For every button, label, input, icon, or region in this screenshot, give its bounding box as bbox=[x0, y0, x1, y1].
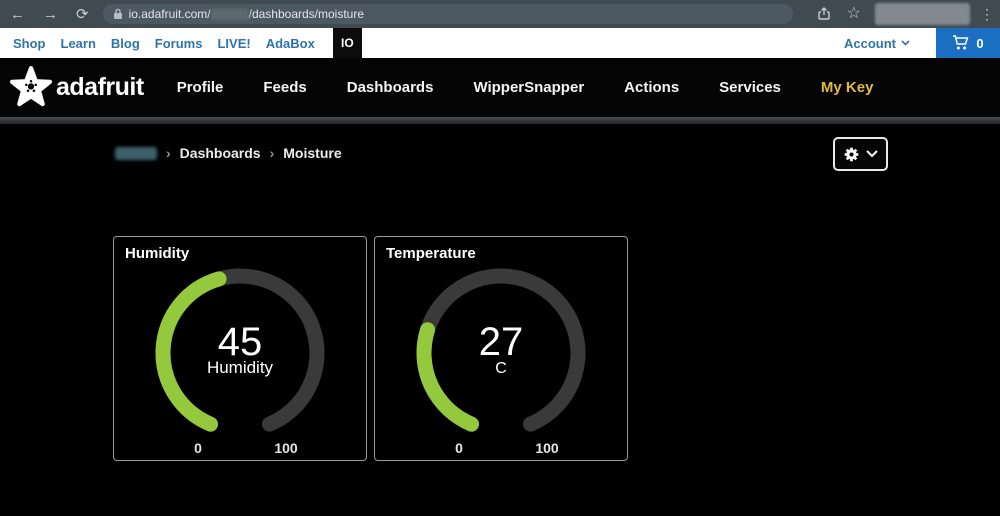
share-icon[interactable] bbox=[817, 6, 833, 22]
cart-count: 0 bbox=[976, 35, 984, 51]
address-bar[interactable]: io.adafruit.com//dashboards/moisture bbox=[102, 4, 793, 24]
breadcrumb: › Dashboards › Moisture bbox=[115, 145, 342, 161]
toolbar-right: ☆ ⋮ bbox=[817, 3, 994, 25]
shop-bar-right: Account 0 bbox=[844, 28, 1000, 58]
adafruit-logo[interactable]: adafruit bbox=[8, 65, 144, 111]
url-text: io.adafruit.com//dashboards/moisture bbox=[128, 7, 365, 21]
breadcrumb-separator: › bbox=[166, 145, 171, 161]
gauge-max-label: 100 bbox=[274, 440, 298, 456]
cart-button[interactable]: 0 bbox=[936, 28, 1000, 58]
shop-link-shop[interactable]: Shop bbox=[13, 35, 46, 51]
gauge-value-arc bbox=[416, 322, 480, 432]
temperature-gauge: 27 C 0 100 bbox=[416, 268, 586, 456]
shop-link-learn[interactable]: Learn bbox=[60, 35, 96, 51]
nav-item-wippersnapper[interactable]: WipperSnapper bbox=[473, 79, 585, 96]
adafruit-star-icon bbox=[9, 65, 53, 106]
browser-toolbar: ← → ⟳ io.adafruit.com//dashboards/moistu… bbox=[0, 0, 1000, 28]
dashboard-topbar: › Dashboards › Moisture bbox=[0, 124, 1000, 171]
gauge-min-label: 0 bbox=[455, 440, 463, 456]
browser-menu-icon[interactable]: ⋮ bbox=[980, 5, 994, 22]
breadcrumb-dashboards[interactable]: Dashboards bbox=[179, 145, 261, 161]
dashboard-content: › Dashboards › Moisture Hum bbox=[0, 124, 1000, 516]
shop-link-blog[interactable]: Blog bbox=[110, 35, 140, 51]
breadcrumb-separator: › bbox=[269, 145, 275, 161]
breadcrumb-moisture[interactable]: Moisture bbox=[283, 145, 342, 161]
gauge-min-label: 0 bbox=[194, 440, 202, 456]
gauge-value-text: 45 bbox=[218, 320, 263, 364]
chevron-down-icon bbox=[901, 40, 910, 46]
shop-link-live[interactable]: LIVE! bbox=[217, 35, 251, 51]
gauge-cards-row: Humidity 45 Humidity 0 100 Temperature 2… bbox=[113, 236, 1000, 461]
bookmark-star-icon[interactable]: ☆ bbox=[846, 5, 861, 22]
brand-name: adafruit bbox=[56, 73, 144, 101]
gauge-center-label: C bbox=[495, 360, 507, 377]
temperature-gauge-card[interactable]: Temperature 27 C 0 100 bbox=[374, 236, 628, 461]
nav-shadow-divider bbox=[0, 117, 1000, 124]
refresh-icon[interactable]: ⟳ bbox=[76, 5, 89, 23]
shop-bar: Shop Learn Blog Forums LIVE! AdaBox IO A… bbox=[0, 28, 1000, 58]
cart-icon bbox=[953, 35, 969, 50]
gauge-max-label: 100 bbox=[535, 440, 559, 456]
dashboard-settings-button[interactable] bbox=[833, 137, 888, 171]
chevron-down-icon bbox=[866, 150, 878, 158]
gear-icon bbox=[844, 147, 859, 161]
gauge-value-arc bbox=[155, 271, 227, 432]
account-dropdown[interactable]: Account bbox=[844, 36, 910, 51]
humidity-gauge: 45 Humidity 0 100 bbox=[155, 268, 325, 456]
shop-link-adabox[interactable]: AdaBox bbox=[265, 35, 315, 51]
nav-item-dashboards[interactable]: Dashboards bbox=[346, 79, 434, 96]
main-nav: adafruit Profile Feeds Dashboards Wipper… bbox=[0, 58, 1000, 117]
lock-icon bbox=[113, 8, 122, 19]
card-title: Temperature bbox=[386, 245, 476, 262]
io-tab[interactable]: IO bbox=[332, 28, 362, 58]
gauge-value-text: 27 bbox=[479, 320, 524, 364]
redacted-profile-area bbox=[875, 3, 970, 25]
breadcrumb-username-redacted[interactable] bbox=[115, 146, 157, 160]
nav-item-profile[interactable]: Profile bbox=[176, 79, 224, 96]
forward-icon[interactable]: → bbox=[43, 5, 58, 23]
nav-item-my-key[interactable]: My Key bbox=[820, 79, 874, 96]
gauge-center-label: Humidity bbox=[207, 358, 274, 377]
nav-items: Profile Feeds Dashboards WipperSnapper A… bbox=[177, 79, 914, 96]
nav-item-actions[interactable]: Actions bbox=[624, 79, 680, 96]
url-redacted-segment bbox=[210, 9, 249, 21]
shop-link-forums[interactable]: Forums bbox=[154, 35, 203, 51]
nav-item-feeds[interactable]: Feeds bbox=[263, 79, 307, 96]
card-title: Humidity bbox=[125, 245, 190, 262]
humidity-gauge-card[interactable]: Humidity 45 Humidity 0 100 bbox=[113, 236, 367, 461]
nav-item-services[interactable]: Services bbox=[719, 79, 781, 96]
back-icon[interactable]: ← bbox=[10, 5, 25, 23]
account-label: Account bbox=[844, 35, 896, 51]
